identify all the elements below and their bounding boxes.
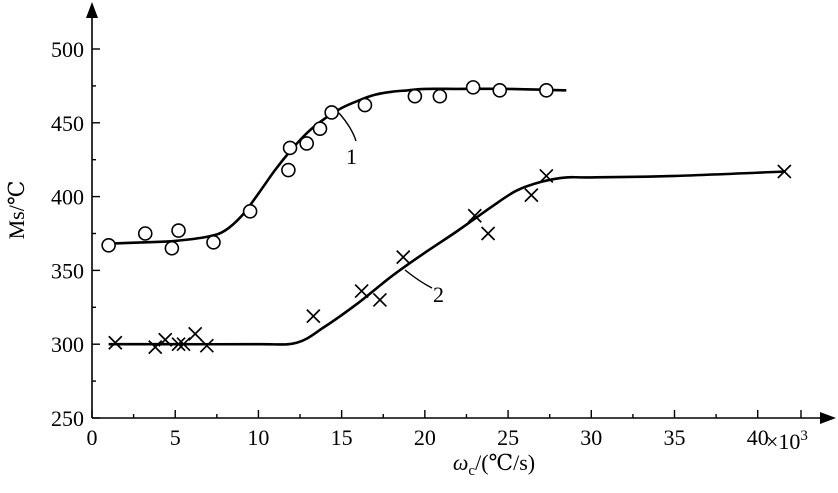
x-axis-arrow bbox=[820, 412, 836, 424]
series-2-point bbox=[354, 283, 369, 299]
x-tick-label: 30 bbox=[580, 425, 602, 450]
x-tick-label: 5 bbox=[170, 425, 181, 450]
y-tick-label: 300 bbox=[51, 332, 84, 357]
series-2-point bbox=[372, 292, 388, 308]
data-points bbox=[101, 80, 792, 355]
x-tick-label: 20 bbox=[414, 425, 436, 450]
x-axis-multiplier: ×103 bbox=[766, 428, 808, 454]
curves bbox=[105, 87, 787, 346]
x-marker-stroke bbox=[354, 283, 369, 299]
series-2-point bbox=[108, 335, 123, 350]
series-2-point bbox=[396, 250, 411, 265]
x-marker-stroke bbox=[777, 164, 792, 179]
x-marker-stroke bbox=[108, 335, 123, 350]
x-tick-label: 25 bbox=[497, 425, 519, 450]
series-1-point bbox=[432, 88, 448, 104]
series-2-annotation: 2 bbox=[433, 282, 444, 307]
x-tick-label: 40 bbox=[747, 425, 769, 450]
x-axis-label-symbol: ω bbox=[453, 450, 469, 475]
x-axis-multiplier-exponent: 3 bbox=[800, 428, 808, 444]
x-marker-stroke bbox=[524, 188, 539, 203]
y-axis-label: Ms/℃ bbox=[4, 181, 29, 240]
x-marker-stroke bbox=[199, 338, 214, 353]
y-tick-label: 500 bbox=[51, 37, 84, 62]
series-2-point bbox=[171, 337, 186, 352]
series-2-point bbox=[199, 338, 214, 353]
x-marker-stroke bbox=[372, 292, 388, 308]
series-1-point bbox=[312, 121, 328, 137]
y-tick-label: 250 bbox=[51, 406, 84, 431]
x-tick-label: 35 bbox=[664, 425, 686, 450]
series-2-point bbox=[148, 340, 163, 355]
series-2-point bbox=[467, 208, 482, 223]
x-marker-stroke bbox=[306, 309, 321, 324]
x-tick-label: 10 bbox=[247, 425, 269, 450]
x-marker-stroke bbox=[539, 168, 554, 184]
x-marker-stroke bbox=[171, 337, 186, 352]
annotations: 1 2 bbox=[338, 112, 444, 307]
series-1-point bbox=[539, 83, 554, 98]
series-1-point bbox=[407, 88, 423, 104]
series-1-point bbox=[282, 140, 298, 156]
x-tick-label: 0 bbox=[87, 425, 98, 450]
series-1-point bbox=[492, 83, 508, 98]
series-1-point bbox=[206, 235, 221, 250]
series-1-point bbox=[357, 97, 373, 113]
series-1-point bbox=[324, 105, 339, 120]
y-tick-label: 350 bbox=[51, 258, 84, 283]
axes bbox=[86, 2, 836, 424]
series-1-point bbox=[465, 80, 481, 95]
series-2-point bbox=[539, 168, 554, 184]
series-2-point bbox=[777, 164, 792, 179]
y-axis-arrow bbox=[86, 2, 98, 18]
series-1-point bbox=[137, 226, 153, 241]
y-tick-label: 400 bbox=[51, 185, 84, 210]
x-tick-label: 15 bbox=[331, 425, 353, 450]
x-marker-stroke bbox=[158, 332, 173, 347]
series-2-point bbox=[306, 309, 321, 324]
series-1-point bbox=[171, 223, 186, 238]
y-ticks: 250 300 350 400 450 500 bbox=[51, 37, 100, 431]
series-1-point bbox=[164, 240, 180, 256]
series-1-point bbox=[101, 238, 116, 253]
series-2-curve bbox=[108, 170, 787, 346]
series-2-leader bbox=[404, 269, 433, 289]
x-marker-stroke bbox=[467, 208, 482, 223]
series-2-point bbox=[524, 188, 539, 203]
x-axis-label-subscript: c bbox=[468, 463, 475, 479]
series-1-point bbox=[299, 136, 314, 151]
x-axis-label: ωc/(℃/s) bbox=[453, 450, 535, 479]
series-2-point bbox=[480, 226, 496, 241]
x-marker-stroke bbox=[176, 337, 191, 352]
y-tick-label: 450 bbox=[51, 111, 84, 136]
series-1-annotation: 1 bbox=[346, 144, 357, 169]
x-marker-stroke bbox=[480, 226, 496, 241]
x-marker-stroke bbox=[188, 326, 203, 341]
series-1-point bbox=[242, 204, 258, 219]
series-2-point bbox=[176, 337, 191, 352]
x-axis-label-units: /(℃/s) bbox=[475, 450, 535, 475]
series-1-leader bbox=[338, 112, 357, 142]
series-1-point bbox=[281, 162, 296, 178]
x-marker-stroke bbox=[396, 250, 411, 265]
x-ticks: 0 5 10 15 20 25 30 35 40 bbox=[87, 410, 802, 450]
x-axis-multiplier-base: ×10 bbox=[766, 429, 800, 454]
x-marker-stroke bbox=[148, 340, 163, 355]
series-2-point bbox=[158, 332, 173, 347]
series-2-point bbox=[188, 326, 203, 341]
